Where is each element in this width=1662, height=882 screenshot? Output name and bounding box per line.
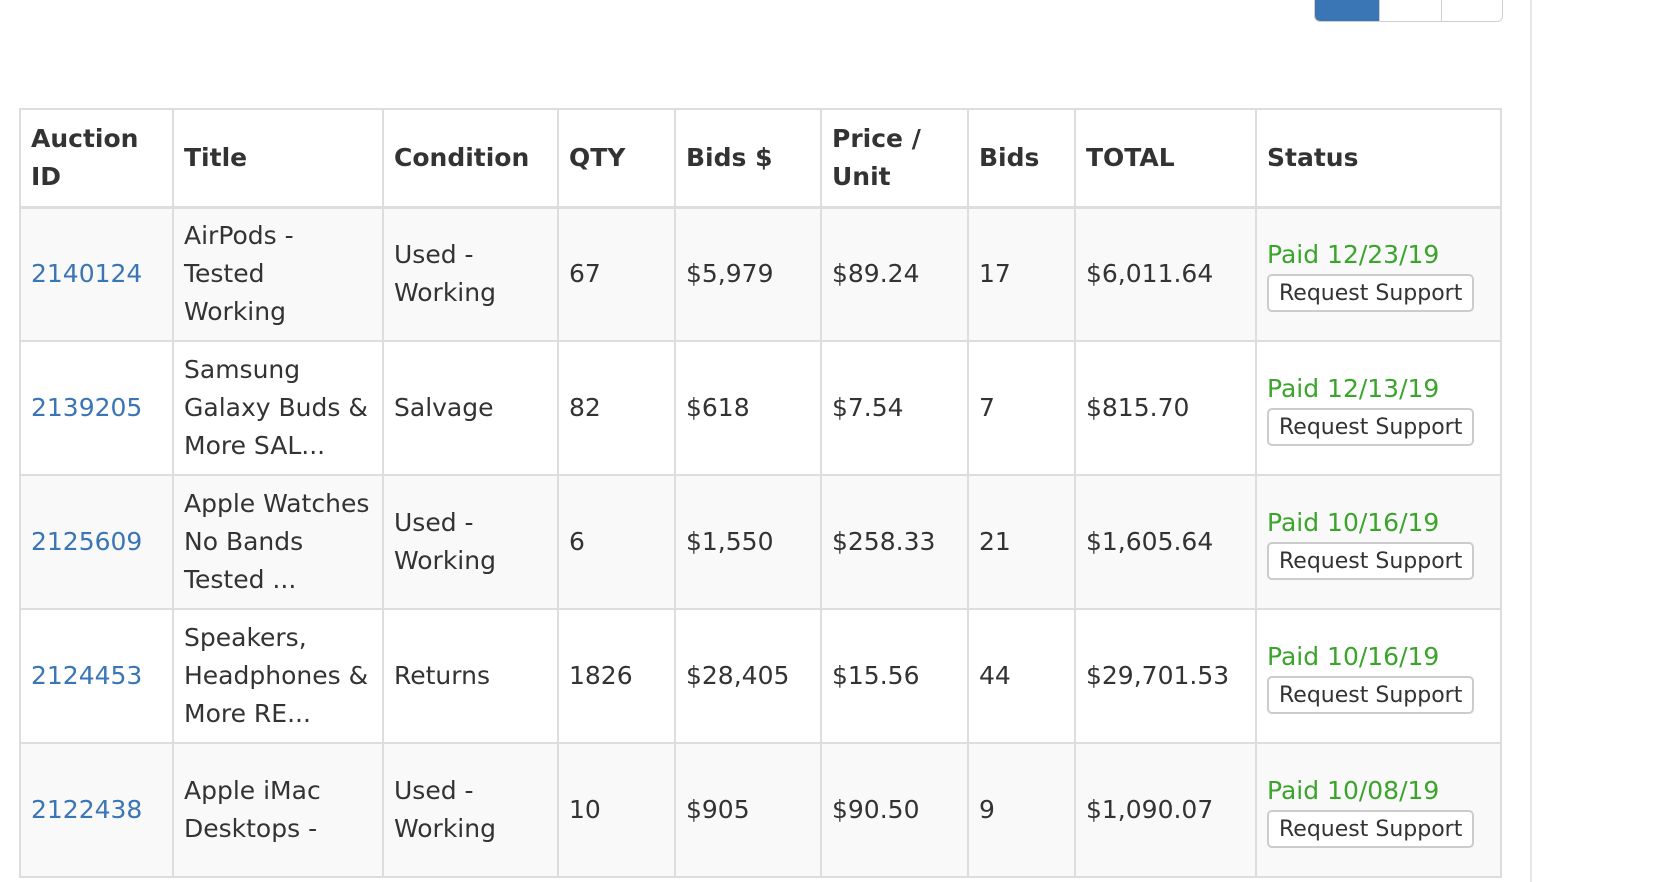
header-bids: Bids [967, 108, 1076, 209]
view-toggle-option-3[interactable] [1441, 0, 1502, 21]
cell-status: Paid 10/16/19 Request Support [1255, 474, 1502, 610]
header-condition: Condition [382, 108, 559, 209]
table-row: 2125609 Apple Watches No Bands Tested ..… [19, 474, 1502, 610]
cell-price-unit: $89.24 [820, 206, 969, 342]
cell-qty: 6 [557, 474, 676, 610]
request-support-button[interactable]: Request Support [1267, 809, 1475, 848]
status-paid-text: Paid 10/08/19 [1267, 775, 1440, 805]
cell-qty: 67 [557, 206, 676, 342]
header-status: Status [1255, 108, 1502, 209]
cell-total: $1,605.64 [1074, 474, 1257, 610]
cell-price-unit: $258.33 [820, 474, 969, 610]
cell-bids-dollar: $5,979 [674, 206, 822, 342]
header-title: Title [172, 108, 384, 209]
auction-id-link[interactable]: 2140124 [31, 259, 143, 289]
cell-status: Paid 12/23/19 Request Support [1255, 206, 1502, 342]
auction-history-table: Auction ID Title Condition QTY Bids $ Pr… [19, 108, 1502, 878]
table-row: 2122438 Apple iMac Desktops - Used - Wor… [19, 742, 1502, 878]
cell-condition: Salvage [382, 340, 559, 476]
cell-condition: Used - Working [382, 206, 559, 342]
header-auction-id: Auction ID [19, 108, 174, 209]
auction-id-link[interactable]: 2124453 [31, 661, 143, 690]
cell-price-unit: $7.54 [820, 340, 969, 476]
status-paid-text: Paid 12/23/19 [1267, 239, 1440, 269]
view-toggle-group [1314, 0, 1503, 22]
cell-total: $1,090.07 [1074, 742, 1257, 878]
cell-qty: 82 [557, 340, 676, 476]
auction-id-link[interactable]: 2125609 [31, 527, 143, 556]
cell-auction-id: 2124453 [19, 608, 174, 744]
cell-total: $29,701.53 [1074, 608, 1257, 744]
cell-price-unit: $90.50 [820, 742, 969, 878]
cell-auction-id: 2122438 [19, 742, 174, 878]
cell-qty: 10 [557, 742, 676, 878]
table-header-row: Auction ID Title Condition QTY Bids $ Pr… [19, 108, 1502, 209]
cell-condition: Used - Working [382, 474, 559, 610]
status-paid-text: Paid 12/13/19 [1267, 373, 1440, 403]
cell-price-unit: $15.56 [820, 608, 969, 744]
status-paid-text: Paid 10/16/19 [1267, 507, 1440, 537]
cell-bids: 21 [967, 474, 1076, 610]
cell-title: Apple iMac Desktops - [172, 742, 384, 878]
cell-title: AirPods - Tested Working [172, 206, 384, 342]
header-bids-dollar: Bids $ [674, 108, 822, 209]
cell-status: Paid 12/13/19 Request Support [1255, 340, 1502, 476]
cell-status: Paid 10/16/19 Request Support [1255, 608, 1502, 744]
request-support-button[interactable]: Request Support [1267, 407, 1475, 446]
scroll-divider [1530, 0, 1532, 882]
auction-id-link[interactable]: 2139205 [31, 393, 143, 422]
cell-bids-dollar: $618 [674, 340, 822, 476]
cell-bids-dollar: $28,405 [674, 608, 822, 744]
cell-auction-id: 2139205 [19, 340, 174, 476]
view-toggle-active[interactable] [1315, 0, 1379, 21]
cell-bids: 9 [967, 742, 1076, 878]
header-total: TOTAL [1074, 108, 1257, 209]
cell-title: Speakers, Headphones & More RE... [172, 608, 384, 744]
request-support-button[interactable]: Request Support [1267, 675, 1475, 714]
table-row: 2124453 Speakers, Headphones & More RE..… [19, 608, 1502, 744]
status-paid-text: Paid 10/16/19 [1267, 641, 1440, 671]
cell-bids-dollar: $1,550 [674, 474, 822, 610]
cell-title: Apple Watches No Bands Tested ... [172, 474, 384, 610]
cell-qty: 1826 [557, 608, 676, 744]
header-qty: QTY [557, 108, 676, 209]
cell-title: Samsung Galaxy Buds & More SAL... [172, 340, 384, 476]
table-row: 2140124 AirPods - Tested Working Used - … [19, 206, 1502, 342]
cell-total: $6,011.64 [1074, 206, 1257, 342]
cell-condition: Used - Working [382, 742, 559, 878]
cell-bids: 44 [967, 608, 1076, 744]
cell-bids: 7 [967, 340, 1076, 476]
cell-auction-id: 2140124 [19, 206, 174, 342]
table-row: 2139205 Samsung Galaxy Buds & More SAL..… [19, 340, 1502, 476]
cell-bids-dollar: $905 [674, 742, 822, 878]
header-price-unit: Price / Unit [820, 108, 969, 209]
view-toggle-option-2[interactable] [1379, 0, 1441, 21]
cell-auction-id: 2125609 [19, 474, 174, 610]
cell-condition: Returns [382, 608, 559, 744]
cell-total: $815.70 [1074, 340, 1257, 476]
request-support-button[interactable]: Request Support [1267, 541, 1475, 580]
cell-status: Paid 10/08/19 Request Support [1255, 742, 1502, 878]
cell-bids: 17 [967, 206, 1076, 342]
auction-id-link[interactable]: 2122438 [31, 795, 143, 824]
request-support-button[interactable]: Request Support [1267, 273, 1475, 312]
